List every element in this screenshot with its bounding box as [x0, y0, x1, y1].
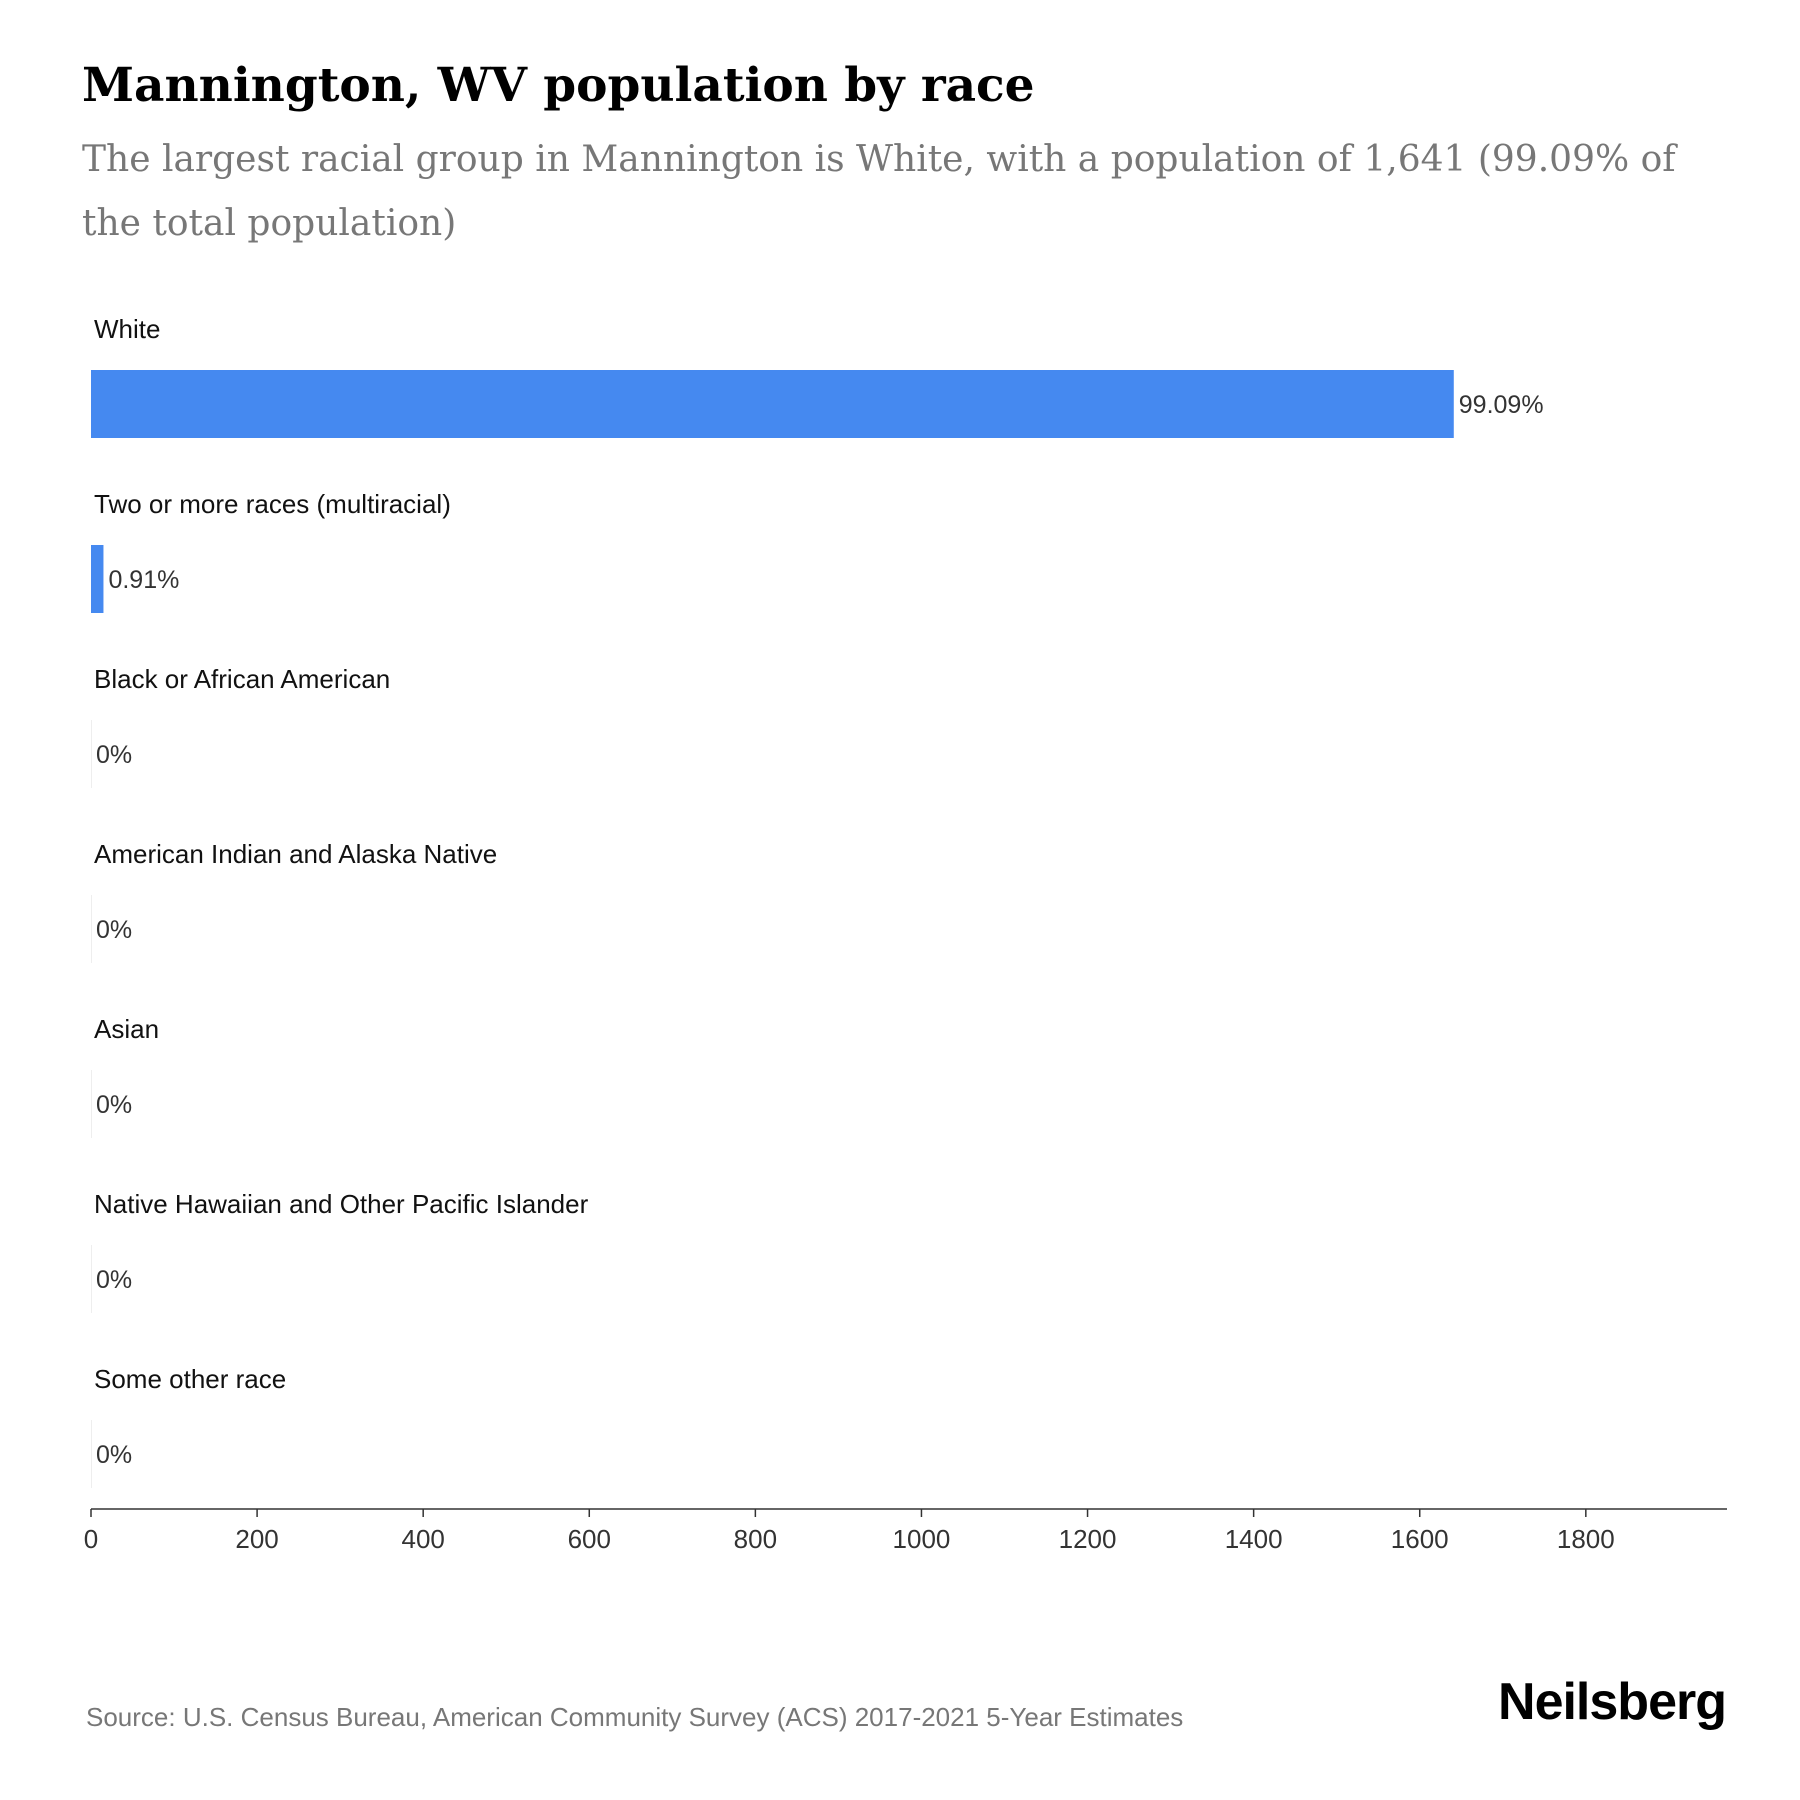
neilsberg-logo: Neilsberg: [1498, 1673, 1727, 1731]
bar: [91, 545, 104, 613]
chart-title: Mannington, WV population by race: [82, 58, 1035, 113]
x-tick-label: 400: [401, 1524, 444, 1554]
bar: [91, 370, 1454, 438]
x-tick-label: 600: [568, 1524, 611, 1554]
data-label: 0%: [96, 1266, 132, 1294]
category-label: Some other race: [94, 1364, 286, 1394]
x-tick-label: 1800: [1557, 1524, 1615, 1554]
category-label: White: [94, 314, 160, 344]
category-label: Black or African American: [94, 664, 390, 694]
category-label: Asian: [94, 1014, 159, 1044]
x-tick-label: 200: [235, 1524, 278, 1554]
x-tick-label: 1000: [893, 1524, 951, 1554]
x-tick-label: 0: [84, 1524, 98, 1554]
data-label: 99.09%: [1459, 391, 1544, 419]
data-label: 0%: [96, 1091, 132, 1119]
category-label: Native Hawaiian and Other Pacific Island…: [94, 1189, 589, 1219]
category-label: Two or more races (multiracial): [94, 489, 451, 519]
x-tick-label: 1200: [1059, 1524, 1117, 1554]
data-label: 0%: [96, 741, 132, 769]
data-label: 0.91%: [108, 566, 179, 594]
source-note: Source: U.S. Census Bureau, American Com…: [86, 1702, 1184, 1732]
category-label: American Indian and Alaska Native: [94, 839, 497, 869]
data-label: 0%: [96, 1441, 132, 1469]
chart-subtitle: The largest racial group in Mannington i…: [82, 139, 1676, 244]
x-tick-label: 800: [734, 1524, 777, 1554]
x-tick-label: 1400: [1225, 1524, 1283, 1554]
data-label: 0%: [96, 916, 132, 944]
x-tick-label: 1600: [1391, 1524, 1449, 1554]
